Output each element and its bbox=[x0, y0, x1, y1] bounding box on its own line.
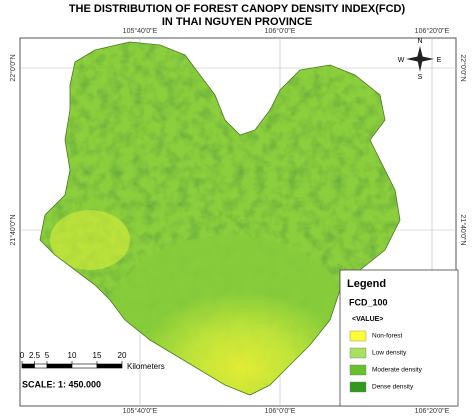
coord-label: 105°40'0"E bbox=[123, 27, 158, 35]
title-line: THE DISTRIBUTION OF FOREST CANOPY DENSIT… bbox=[69, 3, 406, 15]
coord-label: 106°20'0"E bbox=[415, 407, 450, 415]
legend-layer: FCD_100 bbox=[349, 297, 388, 307]
title-line: IN THAI NGUYEN PROVINCE bbox=[162, 16, 312, 28]
coord-label: 22°0'0"N bbox=[459, 54, 467, 81]
legend-label: Low density bbox=[372, 350, 407, 357]
scale-ratio: SCALE: 1: 450.000 bbox=[22, 379, 101, 389]
legend-title: Legend bbox=[347, 278, 386, 290]
legend-label: Moderate density bbox=[372, 367, 423, 374]
legend-label: Dense density bbox=[372, 384, 414, 391]
scale-tick-label: 15 bbox=[93, 351, 102, 360]
legend-label: Non-forest bbox=[372, 333, 403, 340]
coord-label: 106°0'0"E bbox=[265, 407, 296, 415]
coord-label: 21°40'0"N bbox=[9, 214, 17, 245]
coord-label: 105°40'0"E bbox=[123, 407, 158, 415]
legend-swatch bbox=[349, 330, 367, 342]
legend-swatch bbox=[349, 381, 367, 393]
coord-label: 106°20'0"E bbox=[415, 27, 450, 35]
north-label: N bbox=[417, 38, 422, 45]
east-label: E bbox=[437, 57, 442, 64]
coordinates: 105°40'0"E 106°0'0"E 106°20'0"E 105°40'0… bbox=[9, 27, 467, 415]
scale-tick-label: 20 bbox=[118, 351, 127, 360]
south-label: S bbox=[418, 74, 423, 81]
scale-segment bbox=[96, 363, 123, 369]
coord-label: 106°0'0"E bbox=[265, 27, 296, 35]
scale-tick-label: 5 bbox=[45, 351, 50, 360]
legend: Legend FCD_100 <VALUE> Non-forest Low den… bbox=[339, 269, 459, 407]
legend-swatch bbox=[349, 364, 367, 376]
coord-label: 21°40'0"N bbox=[459, 214, 467, 245]
scale-unit: Kilometers bbox=[127, 362, 165, 371]
west-label: W bbox=[398, 57, 405, 64]
coord-label: 22°0'0"N bbox=[9, 54, 17, 81]
scale-segment bbox=[34, 363, 48, 369]
scale-bar: Kilometers SCALE: 1: 450.000 0 2.5 5 10 15 20 bbox=[20, 351, 165, 389]
scale-segment bbox=[21, 363, 35, 369]
scale-tick-label: 0 bbox=[20, 351, 25, 360]
map-frame bbox=[19, 37, 457, 407]
legend-swatch bbox=[349, 347, 367, 359]
scale-segment bbox=[46, 363, 73, 369]
legend-field: <VALUE> bbox=[352, 316, 383, 323]
scale-tick-label: 10 bbox=[68, 351, 77, 360]
north-arrow: N S E W bbox=[398, 38, 442, 81]
scale-tick-label: 2.5 bbox=[29, 351, 41, 360]
scale-segment bbox=[71, 363, 98, 369]
